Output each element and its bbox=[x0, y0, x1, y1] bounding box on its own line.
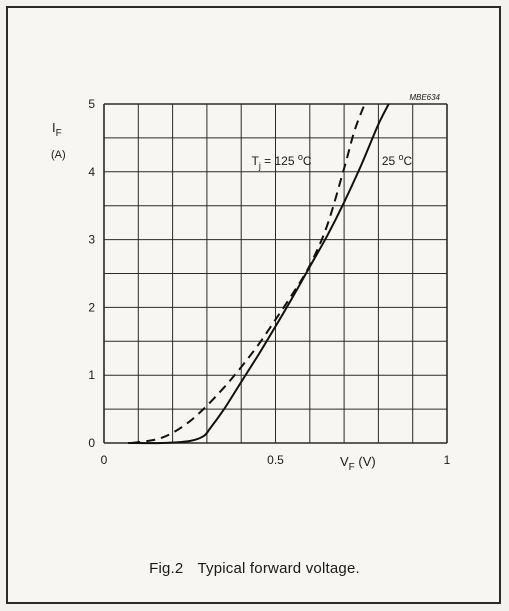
y-tick-label: 2 bbox=[88, 300, 95, 314]
figure-frame bbox=[6, 6, 501, 604]
x-axis-label-unit: (V) bbox=[355, 454, 376, 469]
x-tick-label: 1 bbox=[444, 453, 451, 467]
x-axis-label: VF (V) bbox=[340, 454, 376, 473]
curve-t25 bbox=[127, 103, 390, 445]
x-axis-label-main: V bbox=[340, 454, 349, 469]
series-label-part: T bbox=[251, 154, 259, 168]
y-tick-label: 3 bbox=[88, 233, 95, 247]
y-tick-label: 1 bbox=[88, 368, 95, 382]
series-label-part: o bbox=[399, 152, 404, 162]
chart-grid bbox=[103, 103, 448, 444]
figure-caption: Fig.2 Typical forward voltage. bbox=[0, 560, 509, 577]
figure-caption-text: Typical forward voltage. bbox=[197, 560, 360, 577]
series-label-part: o bbox=[298, 152, 303, 162]
series-label-part: = 125 bbox=[261, 154, 298, 168]
figure-number: Fig.2 bbox=[149, 560, 184, 577]
series-label-part: C bbox=[404, 154, 413, 168]
y-axis-label-sub: F bbox=[56, 128, 62, 139]
series-label-part: j bbox=[258, 161, 261, 171]
series-label-t25: 25 oC bbox=[382, 152, 413, 168]
series-label-part: C bbox=[303, 154, 312, 168]
y-tick-label: 0 bbox=[88, 436, 95, 450]
chart-curves bbox=[127, 103, 390, 445]
x-axis-label-sub: F bbox=[349, 462, 355, 473]
curve-tj125 bbox=[131, 103, 366, 444]
x-tick-label: 0 bbox=[101, 453, 108, 467]
y-tick-label: 5 bbox=[88, 97, 95, 111]
chart-ticks: 0 1 2 3 4 5 0 0.5 1 bbox=[88, 97, 450, 467]
chart-labels: MBE634 IF (A) VF (V) Tj = 125 oC 25 oC bbox=[51, 93, 441, 473]
y-tick-label: 4 bbox=[88, 165, 95, 179]
x-tick-label: 0.5 bbox=[267, 453, 284, 467]
y-axis-unit: (A) bbox=[51, 149, 66, 161]
series-label-part: 25 bbox=[382, 154, 399, 168]
reference-code: MBE634 bbox=[409, 93, 440, 102]
y-axis-label-main: I bbox=[52, 120, 56, 135]
y-axis-label: IF bbox=[52, 120, 62, 139]
series-label-tj125: Tj = 125 oC bbox=[251, 152, 311, 171]
